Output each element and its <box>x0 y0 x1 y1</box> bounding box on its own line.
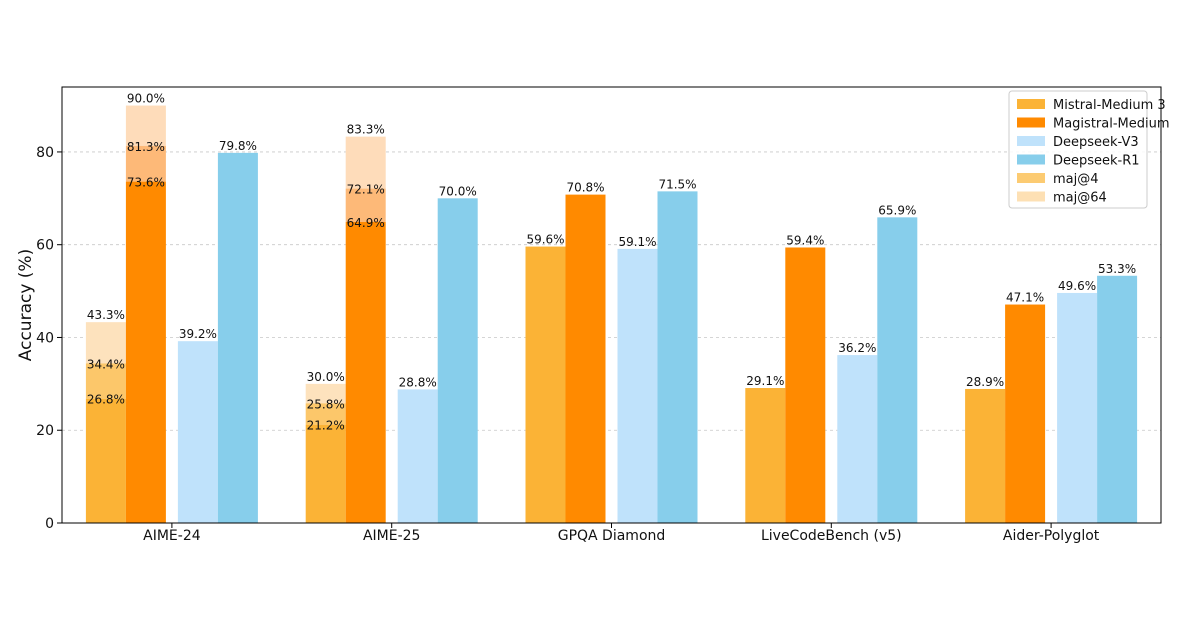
bar-maj64-label: 83.3% <box>347 123 385 137</box>
bar-maj64-label: 90.0% <box>127 92 165 106</box>
axes: 0 20 40 60 80 AIME-24 AIME-25 GPQA Diamond LiveC… <box>36 145 1100 544</box>
x-tick-label: GPQA Diamond <box>558 528 666 544</box>
bar-maj4 <box>345 188 386 222</box>
y-tick-label: 20 <box>36 423 54 439</box>
legend-swatch <box>1017 99 1045 109</box>
bars <box>85 105 1138 524</box>
bar <box>85 398 126 523</box>
bar <box>305 424 346 523</box>
bar <box>397 389 438 523</box>
bar-maj64-label: 43.3% <box>87 308 125 322</box>
bar-value-label: 71.5% <box>658 177 696 191</box>
x-tick-label: AIME-25 <box>363 528 421 544</box>
bar <box>525 246 566 524</box>
bar-value-label: 21.2% <box>307 419 345 433</box>
bar-value-label: 28.8% <box>399 375 437 389</box>
bar <box>877 217 918 523</box>
bar <box>1097 275 1138 523</box>
bar-value-label: 73.6% <box>127 176 165 190</box>
legend-label: Deepseek-R1 <box>1053 154 1140 169</box>
bar <box>657 191 698 524</box>
bar-value-label: 59.4% <box>786 233 824 247</box>
legend-label: Deepseek-V3 <box>1053 135 1139 150</box>
bar-maj4-label: 34.4% <box>87 357 125 371</box>
bar-maj64 <box>85 322 126 364</box>
legend: Mistral-Medium 3 Magistral-Medium Deepseek… <box>1008 90 1170 209</box>
bar-value-label: 79.8% <box>219 139 257 153</box>
bar <box>837 355 878 523</box>
x-tick-label: Aider-Polyglot <box>1003 528 1100 544</box>
legend-label: maj@64 <box>1053 191 1107 206</box>
legend-swatch <box>1017 191 1045 202</box>
bar-value-label: 65.9% <box>878 203 916 217</box>
bar-maj4 <box>85 363 126 399</box>
x-tick-label: AIME-24 <box>143 528 201 544</box>
bar-maj4 <box>305 403 346 425</box>
legend-swatch <box>1017 136 1045 146</box>
bar <box>437 198 478 523</box>
bar-maj64 <box>125 105 166 146</box>
legend-label: Magistral-Medium <box>1053 117 1170 132</box>
bar <box>217 152 258 523</box>
bar-maj64-label: 30.0% <box>307 370 345 384</box>
bar-value-label: 70.0% <box>439 184 477 198</box>
bar-value-label: 47.1% <box>1006 291 1044 305</box>
legend-swatch <box>1017 154 1045 165</box>
bar-value-label: 49.6% <box>1058 279 1096 293</box>
bar-value-label: 26.8% <box>87 393 125 407</box>
y-tick-label: 80 <box>36 145 54 161</box>
bar-value-label: 36.2% <box>838 341 876 355</box>
bar-maj4-label: 81.3% <box>127 140 165 154</box>
bar <box>1005 304 1046 523</box>
legend-swatch <box>1017 117 1045 128</box>
bar-value-label: 29.1% <box>746 374 784 388</box>
bar-value-label: 70.8% <box>566 181 604 195</box>
bar <box>965 388 1006 523</box>
bar-maj64 <box>345 136 386 189</box>
bar-maj4-label: 25.8% <box>307 397 345 411</box>
bar <box>345 221 386 523</box>
bar-value-label: 64.9% <box>347 216 385 230</box>
bar <box>617 248 658 524</box>
y-tick-label: 60 <box>36 238 54 254</box>
bar <box>785 247 826 523</box>
bar <box>745 388 786 523</box>
bar <box>125 181 166 523</box>
bar-value-label: 53.3% <box>1098 262 1136 276</box>
bar-value-label: 39.2% <box>179 327 217 341</box>
bar-value-label: 59.1% <box>618 235 656 249</box>
bar <box>1057 292 1098 523</box>
y-tick-label: 0 <box>45 516 54 532</box>
y-tick-label: 40 <box>36 330 54 346</box>
bar-maj4-label: 72.1% <box>347 183 385 197</box>
data-labels: 26.8% 34.4% 43.3% 73.6% 81.3% 90.0% 39.2% 79.8%… <box>87 92 1136 433</box>
bar-value-label: 59.6% <box>526 233 564 247</box>
y-axis-label: Accuracy (%) <box>16 249 36 361</box>
bar <box>565 194 606 523</box>
x-tick-label: LiveCodeBench (v5) <box>761 528 902 544</box>
legend-label: maj@4 <box>1053 172 1099 187</box>
bar <box>177 341 218 523</box>
legend-label: Mistral-Medium 3 <box>1053 98 1166 113</box>
bar-value-label: 28.9% <box>966 375 1004 389</box>
bar-maj4 <box>125 145 166 182</box>
bar-maj64 <box>305 383 346 404</box>
legend-swatch <box>1017 173 1045 183</box>
